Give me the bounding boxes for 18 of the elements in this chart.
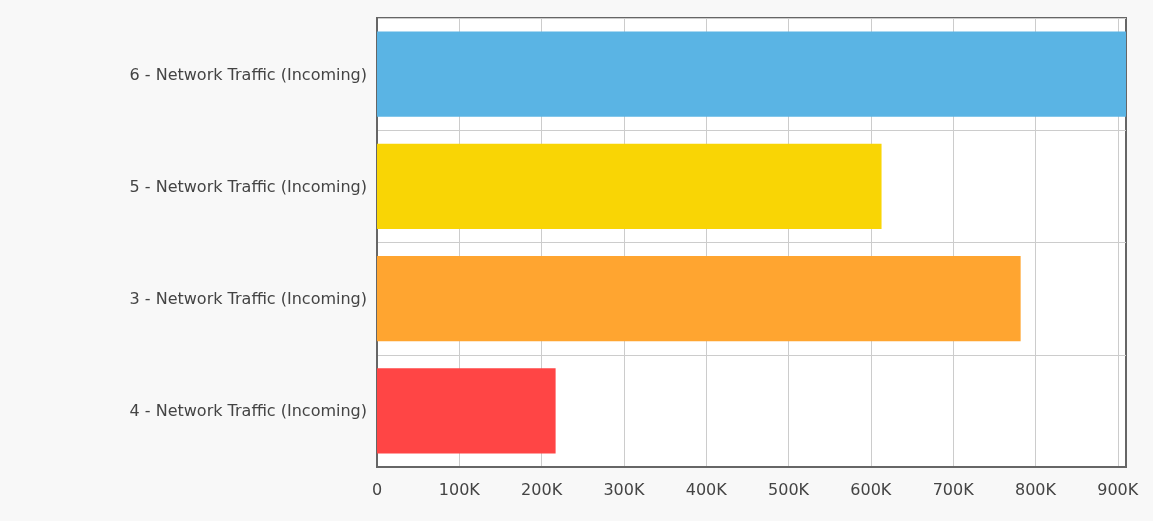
y-tick-label: 3 - Network Traffic (Incoming) — [129, 289, 367, 309]
x-tick-label: 700K — [932, 479, 975, 499]
bar — [377, 31, 1126, 117]
y-tick-label: 6 - Network Traffic (Incoming) — [129, 64, 367, 84]
x-tick-label: 400K — [685, 479, 728, 499]
x-tick-label: 0 — [371, 479, 383, 499]
x-tick-label: 300K — [603, 479, 645, 499]
bar — [377, 368, 556, 454]
y-tick-label: 4 - Network Traffic (Incoming) — [129, 401, 367, 421]
x-tick-label: 100K — [438, 479, 481, 499]
x-tick-label: 600K — [850, 479, 892, 499]
x-tick-label: 900K — [1097, 479, 1139, 499]
bar — [377, 143, 882, 230]
x-tick-label: 200K — [521, 479, 563, 499]
x-tick-label: 800K — [1014, 479, 1057, 499]
y-tick-label: 5 - Network Traffic (Incoming) — [129, 176, 367, 196]
bar — [377, 255, 1021, 342]
x-tick-label: 500K — [768, 479, 810, 499]
